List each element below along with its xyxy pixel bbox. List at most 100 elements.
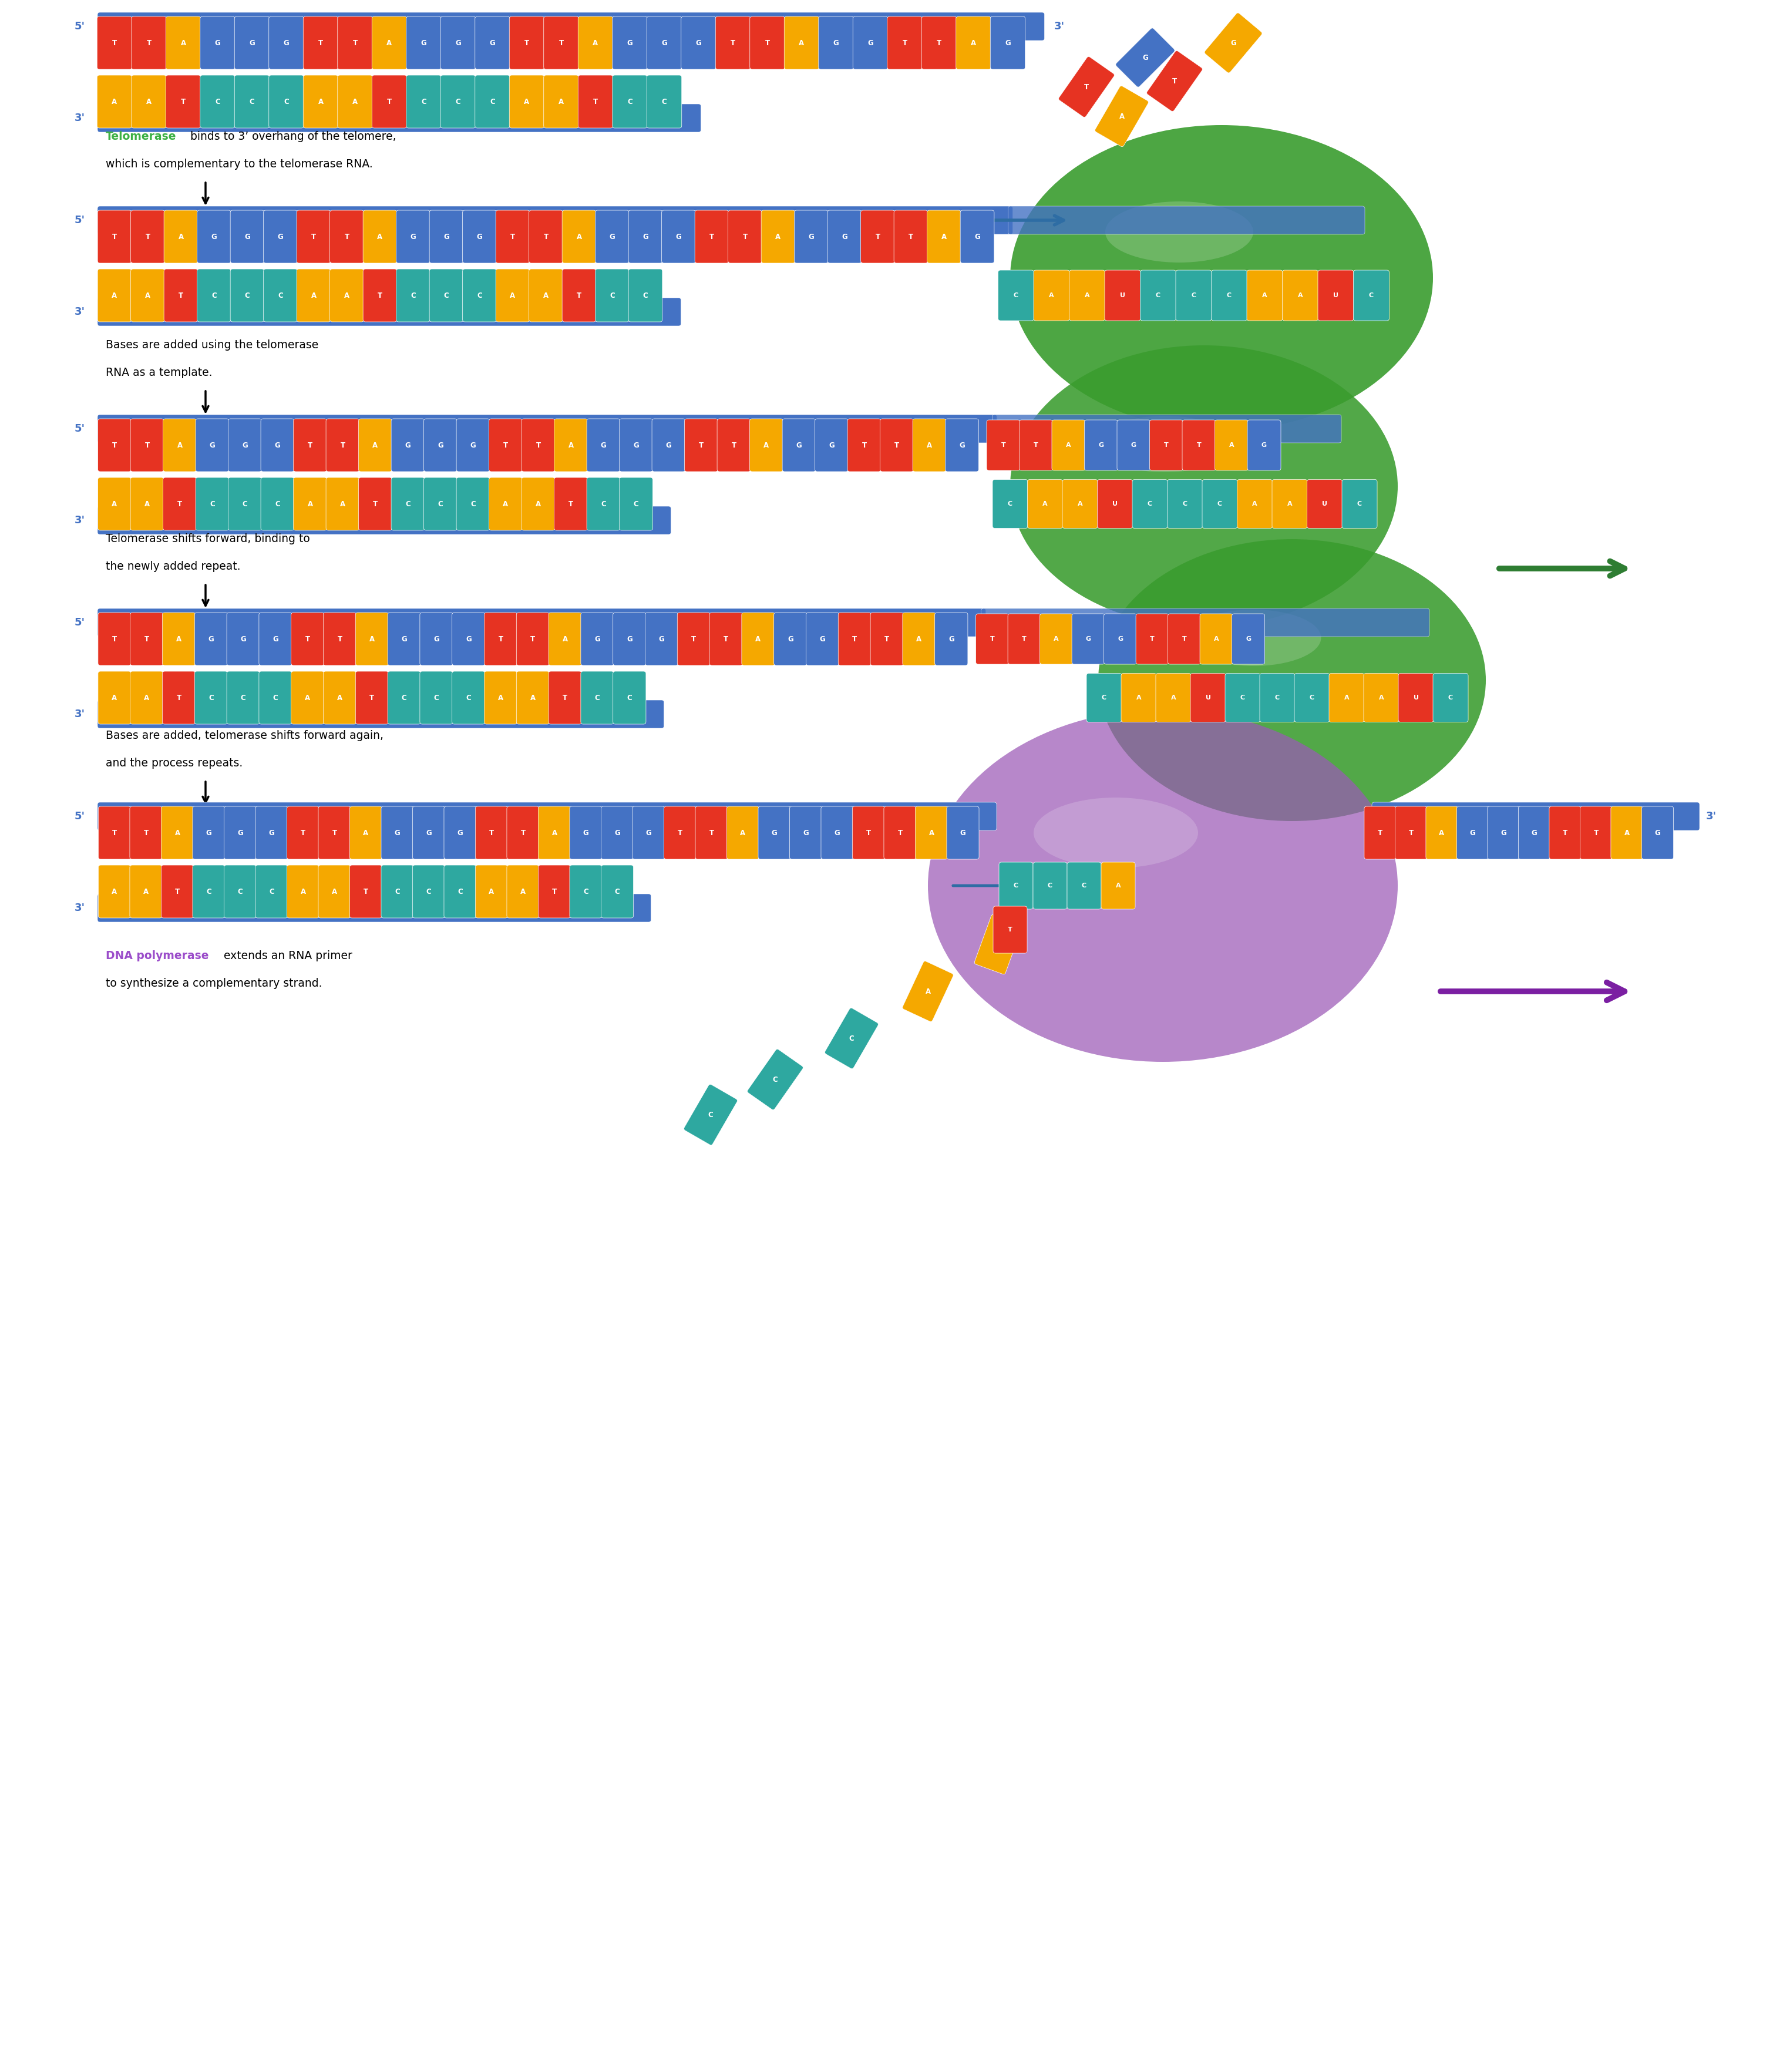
Text: RNA as a template.: RNA as a template. bbox=[106, 367, 213, 379]
Text: G: G bbox=[269, 829, 275, 837]
Text: C: C bbox=[1191, 292, 1197, 298]
Text: C: C bbox=[466, 694, 472, 702]
Text: G: G bbox=[1099, 441, 1105, 448]
FancyBboxPatch shape bbox=[1363, 806, 1395, 860]
FancyBboxPatch shape bbox=[922, 17, 956, 68]
Ellipse shape bbox=[1186, 609, 1321, 665]
FancyBboxPatch shape bbox=[1105, 269, 1140, 321]
Text: T: T bbox=[147, 39, 151, 48]
Text: T: T bbox=[1165, 441, 1168, 448]
Text: G: G bbox=[1005, 39, 1011, 48]
Text: T: T bbox=[363, 887, 369, 895]
FancyBboxPatch shape bbox=[1261, 673, 1294, 721]
Text: T: T bbox=[677, 829, 683, 837]
Text: 3': 3' bbox=[74, 709, 85, 719]
FancyBboxPatch shape bbox=[1200, 613, 1232, 665]
Text: T: T bbox=[576, 292, 582, 298]
FancyBboxPatch shape bbox=[287, 806, 319, 860]
Text: G: G bbox=[787, 636, 793, 642]
Text: T: T bbox=[521, 829, 525, 837]
Text: A: A bbox=[145, 292, 151, 298]
Text: Telomerase: Telomerase bbox=[106, 131, 177, 143]
FancyBboxPatch shape bbox=[165, 17, 200, 68]
FancyBboxPatch shape bbox=[645, 613, 677, 665]
Text: G: G bbox=[209, 441, 215, 450]
FancyBboxPatch shape bbox=[853, 806, 885, 860]
FancyBboxPatch shape bbox=[98, 104, 700, 133]
FancyBboxPatch shape bbox=[993, 414, 1342, 443]
FancyBboxPatch shape bbox=[619, 477, 652, 530]
FancyBboxPatch shape bbox=[319, 806, 351, 860]
FancyBboxPatch shape bbox=[475, 17, 511, 68]
Text: G: G bbox=[404, 441, 411, 450]
Text: Bases are added using the telomerase: Bases are added using the telomerase bbox=[106, 340, 319, 350]
Text: U: U bbox=[1121, 292, 1126, 298]
Text: C: C bbox=[426, 887, 431, 895]
Text: A: A bbox=[576, 232, 582, 240]
Text: A: A bbox=[1624, 829, 1629, 837]
Text: G: G bbox=[433, 636, 440, 642]
Text: U: U bbox=[1413, 694, 1418, 700]
FancyBboxPatch shape bbox=[773, 613, 807, 665]
Text: G: G bbox=[615, 829, 621, 837]
Text: T: T bbox=[691, 636, 697, 642]
Text: T: T bbox=[1197, 441, 1202, 448]
FancyBboxPatch shape bbox=[612, 17, 647, 68]
FancyBboxPatch shape bbox=[163, 477, 197, 530]
FancyBboxPatch shape bbox=[1039, 613, 1073, 665]
Text: T: T bbox=[144, 636, 149, 642]
FancyBboxPatch shape bbox=[296, 209, 330, 263]
Text: A: A bbox=[525, 97, 530, 106]
FancyBboxPatch shape bbox=[443, 866, 477, 918]
Text: T: T bbox=[876, 232, 879, 240]
FancyBboxPatch shape bbox=[230, 269, 264, 321]
FancyBboxPatch shape bbox=[443, 806, 477, 860]
FancyBboxPatch shape bbox=[819, 17, 853, 68]
Text: A: A bbox=[300, 887, 305, 895]
FancyBboxPatch shape bbox=[507, 866, 539, 918]
Text: C: C bbox=[1369, 292, 1374, 298]
FancyBboxPatch shape bbox=[1058, 56, 1113, 118]
Text: A: A bbox=[1170, 694, 1175, 700]
FancyBboxPatch shape bbox=[596, 209, 629, 263]
Text: 5': 5' bbox=[74, 215, 85, 226]
FancyBboxPatch shape bbox=[555, 477, 587, 530]
FancyBboxPatch shape bbox=[223, 806, 257, 860]
FancyBboxPatch shape bbox=[413, 806, 445, 860]
Text: A: A bbox=[344, 292, 349, 298]
FancyBboxPatch shape bbox=[1211, 269, 1246, 321]
Text: C: C bbox=[661, 97, 667, 106]
Text: T: T bbox=[511, 232, 516, 240]
Text: A: A bbox=[489, 887, 495, 895]
Text: C: C bbox=[245, 292, 250, 298]
FancyBboxPatch shape bbox=[291, 671, 324, 723]
FancyBboxPatch shape bbox=[684, 1084, 738, 1146]
Text: A: A bbox=[363, 829, 369, 837]
FancyBboxPatch shape bbox=[528, 269, 562, 321]
FancyBboxPatch shape bbox=[337, 75, 372, 128]
FancyBboxPatch shape bbox=[98, 806, 131, 860]
Text: A: A bbox=[530, 694, 535, 702]
FancyBboxPatch shape bbox=[677, 613, 711, 665]
Text: T: T bbox=[989, 636, 995, 642]
FancyBboxPatch shape bbox=[303, 75, 339, 128]
Text: G: G bbox=[642, 232, 649, 240]
FancyBboxPatch shape bbox=[98, 269, 131, 321]
Text: A: A bbox=[741, 829, 746, 837]
Text: G: G bbox=[401, 636, 408, 642]
Text: C: C bbox=[211, 292, 216, 298]
FancyBboxPatch shape bbox=[406, 17, 441, 68]
FancyBboxPatch shape bbox=[741, 613, 775, 665]
FancyBboxPatch shape bbox=[413, 866, 445, 918]
Text: G: G bbox=[215, 39, 220, 48]
FancyBboxPatch shape bbox=[98, 613, 131, 665]
Text: C: C bbox=[215, 97, 220, 106]
FancyBboxPatch shape bbox=[200, 75, 236, 128]
FancyBboxPatch shape bbox=[163, 671, 195, 723]
FancyBboxPatch shape bbox=[902, 961, 954, 1021]
FancyBboxPatch shape bbox=[463, 209, 496, 263]
FancyBboxPatch shape bbox=[1232, 613, 1264, 665]
Text: C: C bbox=[583, 887, 589, 895]
FancyBboxPatch shape bbox=[261, 419, 294, 472]
Text: G: G bbox=[394, 829, 401, 837]
